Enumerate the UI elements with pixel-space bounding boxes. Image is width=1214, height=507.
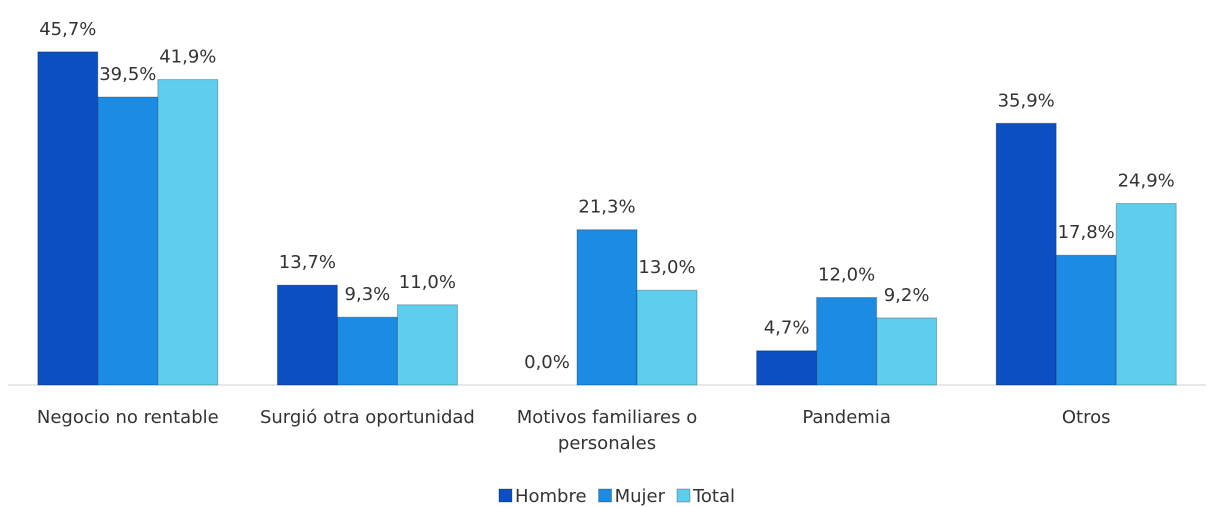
x-tick-label: Pandemia (802, 407, 891, 428)
bar (1055, 254, 1117, 386)
bar (876, 317, 938, 386)
value-label: 24,9% (1118, 170, 1175, 191)
value-label: 13,0% (638, 257, 695, 278)
bar (157, 79, 219, 386)
bar (1115, 202, 1177, 386)
value-label: 45,7% (39, 19, 96, 40)
value-label: 9,3% (345, 284, 391, 305)
legend-label: Total (692, 486, 735, 507)
bar (37, 51, 99, 386)
legend-swatch (676, 488, 691, 503)
value-label: 41,9% (159, 47, 216, 68)
value-label: 0,0% (524, 352, 570, 373)
bar (995, 122, 1057, 386)
x-tick-label: Otros (1062, 407, 1111, 428)
bar (756, 350, 818, 386)
value-label: 4,7% (764, 318, 810, 339)
value-label: 39,5% (99, 64, 156, 85)
value-label: 11,0% (399, 272, 456, 293)
legend-swatch (498, 488, 513, 503)
x-tick-label: Surgió otra oportunidad (260, 407, 475, 428)
x-tick-label: Negocio no rentable (37, 407, 219, 428)
bar (336, 316, 398, 386)
value-label: 17,8% (1058, 222, 1115, 243)
bar (396, 304, 458, 386)
legend-label: Mujer (615, 486, 666, 507)
bar (636, 289, 698, 386)
bar (276, 284, 338, 386)
legend-label: Hombre (515, 486, 587, 507)
value-label: 35,9% (998, 90, 1055, 111)
bar (97, 96, 159, 386)
bar (576, 229, 638, 386)
value-label: 13,7% (279, 252, 336, 273)
x-tick-label: Motivos familiares o personales (517, 407, 698, 454)
legend-swatch (598, 488, 613, 503)
bar (816, 297, 878, 386)
value-label: 9,2% (884, 285, 930, 306)
value-label: 21,3% (578, 197, 635, 218)
value-label: 12,0% (818, 265, 875, 286)
